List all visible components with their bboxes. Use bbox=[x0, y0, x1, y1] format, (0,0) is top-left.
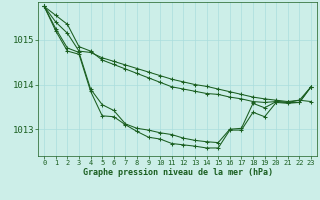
X-axis label: Graphe pression niveau de la mer (hPa): Graphe pression niveau de la mer (hPa) bbox=[83, 168, 273, 177]
